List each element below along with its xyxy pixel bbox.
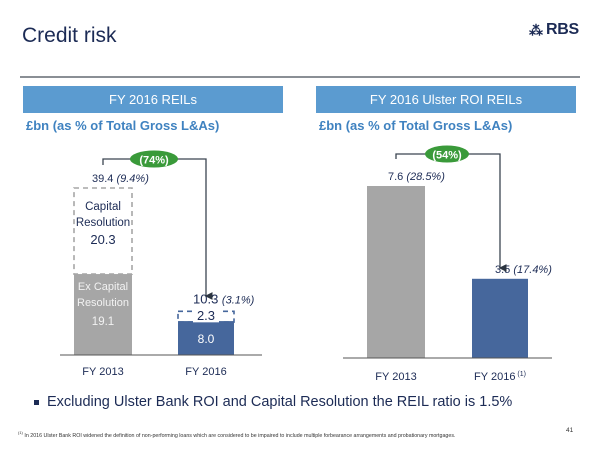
segment-label: 20.3 xyxy=(90,232,115,247)
x-tick-label: FY 2016 (1) xyxy=(474,371,526,383)
total-label: 7.6 (28.5%) xyxy=(388,171,445,183)
segment-label-backing xyxy=(193,308,219,323)
change-pill-label: (74%) xyxy=(139,155,169,167)
panel-subtitle-left: £bn (as % of Total Gross L&As) xyxy=(26,118,220,133)
bar-fy2016 xyxy=(472,278,528,358)
segment-label: 19.1 xyxy=(92,316,114,328)
rbs-daisy-logo-icon: ⁂ xyxy=(529,22,543,38)
total-label-fy2013: 39.4 (9.4%) xyxy=(92,173,149,185)
panel-subtitle-right: £bn (as % of Total Gross L&As) xyxy=(319,118,513,133)
page-number: 41 xyxy=(566,427,574,434)
bullet-marker-icon xyxy=(34,399,39,405)
total-label-fy2016: 10.3 (3.1%) xyxy=(193,291,255,306)
segment-label: Resolution xyxy=(76,217,130,229)
page-title: Credit risk xyxy=(22,24,117,47)
segment-label: Capital xyxy=(85,201,121,213)
x-tick-label: FY 2016 xyxy=(185,366,226,378)
segment-label: 2.3 xyxy=(197,308,215,323)
segment-label: Resolution xyxy=(77,297,129,309)
bar-fy2013 xyxy=(367,186,425,358)
panel-header-text: FY 2016 REILs xyxy=(109,92,197,107)
reils-chart: FY 2013 FY 2016 Ex Capital Resolution 19.1 Ca… xyxy=(60,150,262,378)
bar-fy2016-ex-capital-resolution xyxy=(178,321,234,355)
key-bullet: Excluding Ulster Bank ROI and Capital Re… xyxy=(34,394,512,410)
change-pill-label: (54%) xyxy=(432,150,462,162)
ulster-reils-chart: FY 2013 FY 2016 (1) 7.6 (28.5%) 3.5 (17.4%)… xyxy=(343,145,552,383)
panel-header-reils: FY 2016 REILs xyxy=(23,86,283,113)
bullet-text: Excluding Ulster Bank ROI and Capital Re… xyxy=(47,394,513,410)
panel-header-text: FY 2016 Ulster ROI REILs xyxy=(369,92,523,107)
total-label: 3.5 (17.4%) xyxy=(495,264,552,276)
bar-fy2013-capital-resolution xyxy=(73,187,133,275)
brand-name: RBS xyxy=(546,21,579,38)
x-tick-label: FY 2013 xyxy=(82,366,123,378)
segment-label: Ex Capital xyxy=(78,281,128,293)
segment-label: 8.0 xyxy=(198,332,215,346)
bar-fy2013-ex-capital-resolution xyxy=(74,274,132,355)
footnote-marker: (1) xyxy=(18,430,23,435)
panel-header-ulster-reils: FY 2016 Ulster ROI REILs xyxy=(316,86,576,113)
x-tick-label: FY 2013 xyxy=(375,371,416,383)
change-pill xyxy=(425,145,469,163)
brand-logo: ⁂ RBS xyxy=(529,21,579,39)
footnote: (1) In 2016 Ulster Bank ROI widened the … xyxy=(18,430,455,439)
change-pill xyxy=(130,150,178,168)
title-divider xyxy=(20,76,580,78)
footnote-text: In 2016 Ulster Bank ROI widened the defi… xyxy=(24,432,456,439)
